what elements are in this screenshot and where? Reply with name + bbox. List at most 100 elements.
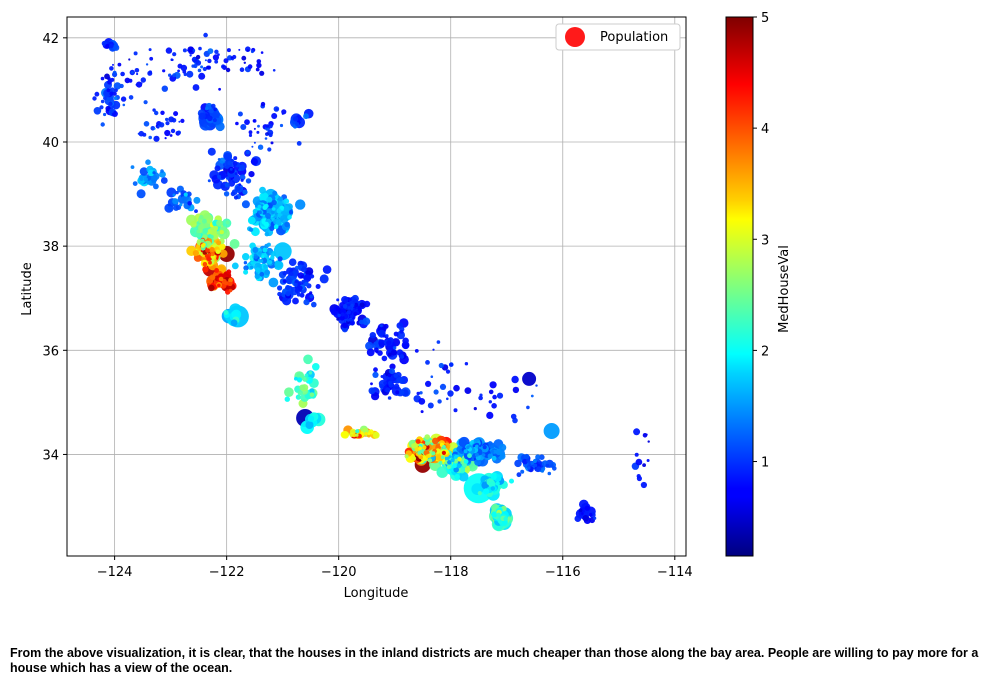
scatter-point (491, 455, 497, 461)
scatter-point (645, 433, 648, 436)
scatter-point (292, 116, 299, 122)
scatter-point (112, 70, 117, 75)
scatter-point (372, 431, 380, 439)
colorbar-label: MedHouseVal (777, 245, 792, 333)
scatter-point (215, 249, 220, 254)
scatter-point (432, 348, 435, 351)
scatter-point (300, 266, 307, 273)
scatter-point (250, 50, 254, 54)
scatter-point (128, 58, 131, 61)
scatter-point (252, 119, 256, 123)
plot-area: −124 −122 −120 −118 −116 −114 34 36 38 40 42 Long… (20, 16, 693, 601)
scatter-point (109, 108, 114, 114)
scatter-point (425, 454, 430, 459)
scatter-point (353, 311, 358, 316)
scatter-point (547, 471, 552, 476)
scatter-point (268, 277, 279, 288)
scatter-point (208, 260, 212, 265)
scatter-point (224, 281, 229, 286)
scatter-point (153, 135, 160, 142)
scatter-point (160, 169, 164, 173)
scatter-point (217, 53, 220, 56)
scatter-point (245, 150, 250, 155)
y-tick-label: 34 (42, 448, 59, 463)
scatter-point (296, 141, 302, 146)
scatter-point (260, 51, 264, 54)
scatter-point (196, 229, 200, 234)
scatter-point (231, 309, 242, 320)
scatter-point (466, 445, 470, 450)
scatter-point (387, 396, 392, 400)
scatter-point (393, 331, 399, 337)
scatter-point (165, 121, 170, 126)
scatter-point (495, 481, 500, 486)
scatter-point (213, 107, 217, 112)
scatter-point (425, 360, 430, 365)
x-tick-label: −120 (321, 565, 357, 580)
scatter-point (303, 299, 310, 306)
scatter-point (447, 390, 454, 397)
scatter-point (153, 183, 159, 190)
scatter-point (294, 279, 298, 284)
scatter-point (252, 208, 258, 214)
scatter-point (241, 55, 247, 61)
scatter-point (94, 91, 100, 97)
scatter-point (165, 117, 169, 122)
scatter-point (350, 318, 353, 322)
scatter-point (283, 205, 290, 212)
scatter-point (453, 408, 458, 413)
scatter-point (496, 392, 504, 399)
scatter-point (458, 471, 469, 482)
scatter-point (172, 52, 177, 57)
scatter-point (194, 209, 198, 214)
scatter-point (582, 515, 589, 522)
scatter-point (219, 157, 226, 164)
scatter-point (421, 455, 427, 460)
scatter-point (223, 152, 233, 162)
scatter-point (395, 390, 400, 395)
caption-text: From the above visualization, it is clea… (10, 646, 979, 675)
scatter-point (464, 362, 469, 366)
scatter-point (396, 377, 403, 383)
scatter-point (171, 118, 177, 123)
scatter-point (359, 302, 365, 308)
scatter-point (402, 342, 410, 350)
scatter-point (297, 390, 303, 396)
scatter-point (498, 443, 507, 452)
scatter-point (382, 334, 386, 338)
scatter-point (255, 267, 261, 273)
scatter-point (340, 431, 349, 439)
scatter-point (526, 458, 531, 463)
scatter-points (92, 32, 650, 532)
scatter-point (105, 105, 111, 112)
scatter-point (140, 77, 146, 83)
scatter-point (253, 127, 256, 130)
scatter-point (522, 371, 537, 386)
scatter-point (264, 269, 271, 276)
scatter-point (523, 453, 530, 460)
scatter-point (176, 130, 181, 135)
scatter-point (210, 252, 215, 257)
scatter-point (475, 444, 479, 449)
scatter-point (209, 246, 215, 253)
scatter-point (183, 192, 188, 197)
scatter-point (490, 474, 497, 480)
scatter-point (202, 266, 209, 273)
scatter-point (365, 341, 374, 351)
scatter-point (482, 445, 487, 450)
scatter-point (377, 350, 383, 356)
scatter-point (296, 292, 301, 297)
scatter-point (379, 342, 385, 348)
scatter-point (149, 56, 154, 61)
scatter-point (304, 281, 309, 286)
scatter-point (272, 69, 276, 72)
scatter-point (212, 54, 219, 61)
scatter-point (187, 49, 190, 52)
scatter-point (633, 428, 641, 436)
scatter-point (634, 452, 639, 457)
colorbar-tick-label: 1 (761, 456, 769, 471)
scatter-point (291, 270, 299, 277)
scatter-point (140, 82, 143, 85)
scatter-point (522, 458, 528, 465)
scatter-point (392, 346, 397, 350)
